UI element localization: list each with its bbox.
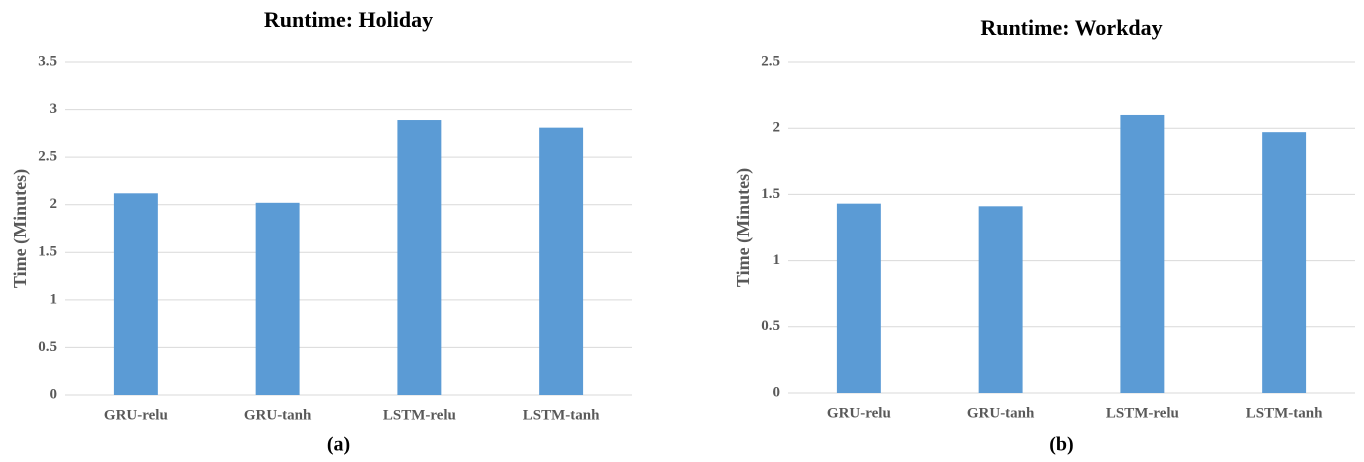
bar <box>978 206 1023 393</box>
y-tick-label: 1 <box>773 252 781 268</box>
y-tick-label: 0 <box>773 384 781 400</box>
y-tick-label: 0 <box>50 386 58 402</box>
x-tick-label: LSTM-relu <box>1106 405 1179 421</box>
y-tick-label: 3.5 <box>38 53 57 69</box>
x-tick-label: GRU-tanh <box>967 405 1035 421</box>
bar <box>255 202 300 395</box>
x-tick-label: LSTM-tanh <box>523 407 600 423</box>
x-tick-label: GRU-relu <box>827 405 891 421</box>
y-tick-label: 3 <box>50 101 58 117</box>
bar <box>113 193 158 395</box>
y-tick-label: 1 <box>50 291 58 307</box>
y-tick-label: 2.5 <box>761 53 780 69</box>
x-tick-label: LSTM-tanh <box>1246 405 1323 421</box>
caption: (a) <box>327 434 350 456</box>
y-tick-label: 2 <box>50 196 58 212</box>
y-axis-label: Time (Minutes) <box>10 169 31 288</box>
bar <box>836 203 881 393</box>
x-tick-label: LSTM-relu <box>383 407 456 423</box>
chart-title: Runtime: Workday <box>980 15 1162 40</box>
x-tick-label: GRU-relu <box>104 407 168 423</box>
caption: (b) <box>1049 434 1073 456</box>
y-tick-label: 0.5 <box>38 339 57 355</box>
x-tick-label: GRU-tanh <box>244 407 312 423</box>
y-tick-label: 1.5 <box>38 244 57 260</box>
chart-title: Runtime: Holiday <box>264 7 433 32</box>
bar <box>1262 132 1307 393</box>
y-tick-label: 1.5 <box>761 186 780 202</box>
bar <box>397 120 442 395</box>
bar <box>1120 114 1165 394</box>
y-tick-label: 2.5 <box>38 149 57 165</box>
y-tick-label: 0.5 <box>761 318 780 334</box>
bar <box>539 127 584 396</box>
y-tick-label: 2 <box>773 120 781 136</box>
y-axis-label: Time (Minutes) <box>733 168 754 287</box>
